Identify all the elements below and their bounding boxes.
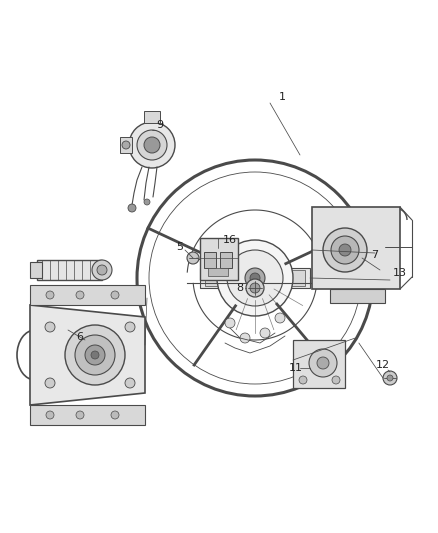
Bar (37, 260, 102, 280)
Text: 9: 9 (156, 120, 163, 130)
Text: 7: 7 (371, 250, 378, 260)
Text: 16: 16 (223, 235, 237, 245)
Circle shape (309, 349, 337, 377)
Circle shape (217, 240, 293, 316)
Circle shape (246, 279, 264, 297)
Text: 1: 1 (279, 92, 286, 102)
Bar (220, 252, 232, 268)
Text: 8: 8 (237, 283, 244, 293)
Circle shape (76, 291, 84, 299)
Circle shape (317, 357, 329, 369)
Bar (30, 405, 145, 425)
Bar (200, 268, 310, 288)
Circle shape (91, 351, 99, 359)
Bar (200, 238, 238, 280)
Circle shape (250, 273, 260, 283)
Bar (120, 137, 132, 153)
Circle shape (76, 411, 84, 419)
Circle shape (299, 376, 307, 384)
Bar (30, 285, 145, 305)
Bar (330, 289, 385, 303)
Circle shape (46, 291, 54, 299)
Circle shape (137, 130, 167, 160)
Circle shape (225, 318, 235, 328)
Bar (205, 270, 305, 286)
Polygon shape (30, 305, 145, 405)
Circle shape (227, 250, 283, 306)
Circle shape (46, 411, 54, 419)
Circle shape (97, 265, 107, 275)
Circle shape (85, 345, 105, 365)
Text: 6: 6 (77, 332, 84, 342)
Circle shape (111, 411, 119, 419)
Circle shape (339, 244, 351, 256)
Circle shape (260, 328, 270, 338)
Circle shape (111, 291, 119, 299)
Circle shape (187, 252, 199, 264)
Bar (204, 252, 216, 268)
Circle shape (92, 260, 112, 280)
Text: 12: 12 (376, 360, 390, 370)
Circle shape (383, 371, 397, 385)
Bar (208, 268, 228, 276)
Bar (293, 340, 345, 388)
Circle shape (122, 141, 130, 149)
Circle shape (144, 137, 160, 153)
Text: 5: 5 (177, 242, 184, 252)
Circle shape (240, 333, 250, 343)
Bar (30, 262, 42, 278)
Circle shape (129, 122, 175, 168)
Circle shape (387, 375, 393, 381)
Circle shape (125, 378, 135, 388)
Circle shape (144, 199, 150, 205)
Circle shape (323, 228, 367, 272)
Circle shape (75, 335, 115, 375)
Text: 13: 13 (393, 268, 407, 278)
Circle shape (125, 322, 135, 332)
Circle shape (245, 268, 265, 288)
Bar (312, 207, 400, 289)
Circle shape (45, 378, 55, 388)
Circle shape (65, 325, 125, 385)
Circle shape (45, 322, 55, 332)
Circle shape (275, 313, 285, 323)
Text: 11: 11 (289, 363, 303, 373)
Circle shape (128, 204, 136, 212)
Circle shape (331, 236, 359, 264)
Circle shape (332, 376, 340, 384)
Bar (144, 111, 160, 123)
Circle shape (250, 283, 260, 293)
